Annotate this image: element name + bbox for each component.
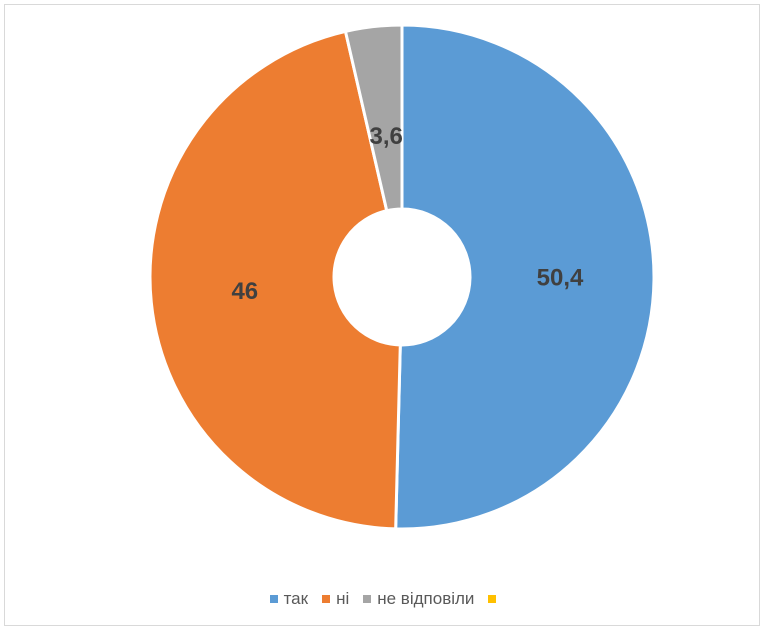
slice-2 xyxy=(343,23,404,213)
legend-swatch-2 xyxy=(363,595,372,603)
chart-legend: так ні не відповіли xyxy=(0,587,766,611)
data-label-1: 46 xyxy=(231,278,258,305)
legend-label-0: так xyxy=(283,589,309,608)
legend-item-2: не відповіли xyxy=(363,589,474,609)
legend-swatch-0 xyxy=(269,595,278,603)
legend-item-0: так xyxy=(269,589,309,609)
legend-swatch-3 xyxy=(488,595,497,603)
slice-1 xyxy=(148,29,402,531)
legend-swatch-1 xyxy=(322,595,331,603)
slice-0 xyxy=(394,23,656,531)
data-label-2: 3,6 xyxy=(370,123,403,150)
legend-item-3 xyxy=(488,595,497,603)
data-label-0: 50,4 xyxy=(537,264,584,291)
legend-label-1: ні xyxy=(336,589,350,608)
legend-item-1: ні xyxy=(322,589,349,609)
legend-label-2: не відповіли xyxy=(377,589,475,608)
